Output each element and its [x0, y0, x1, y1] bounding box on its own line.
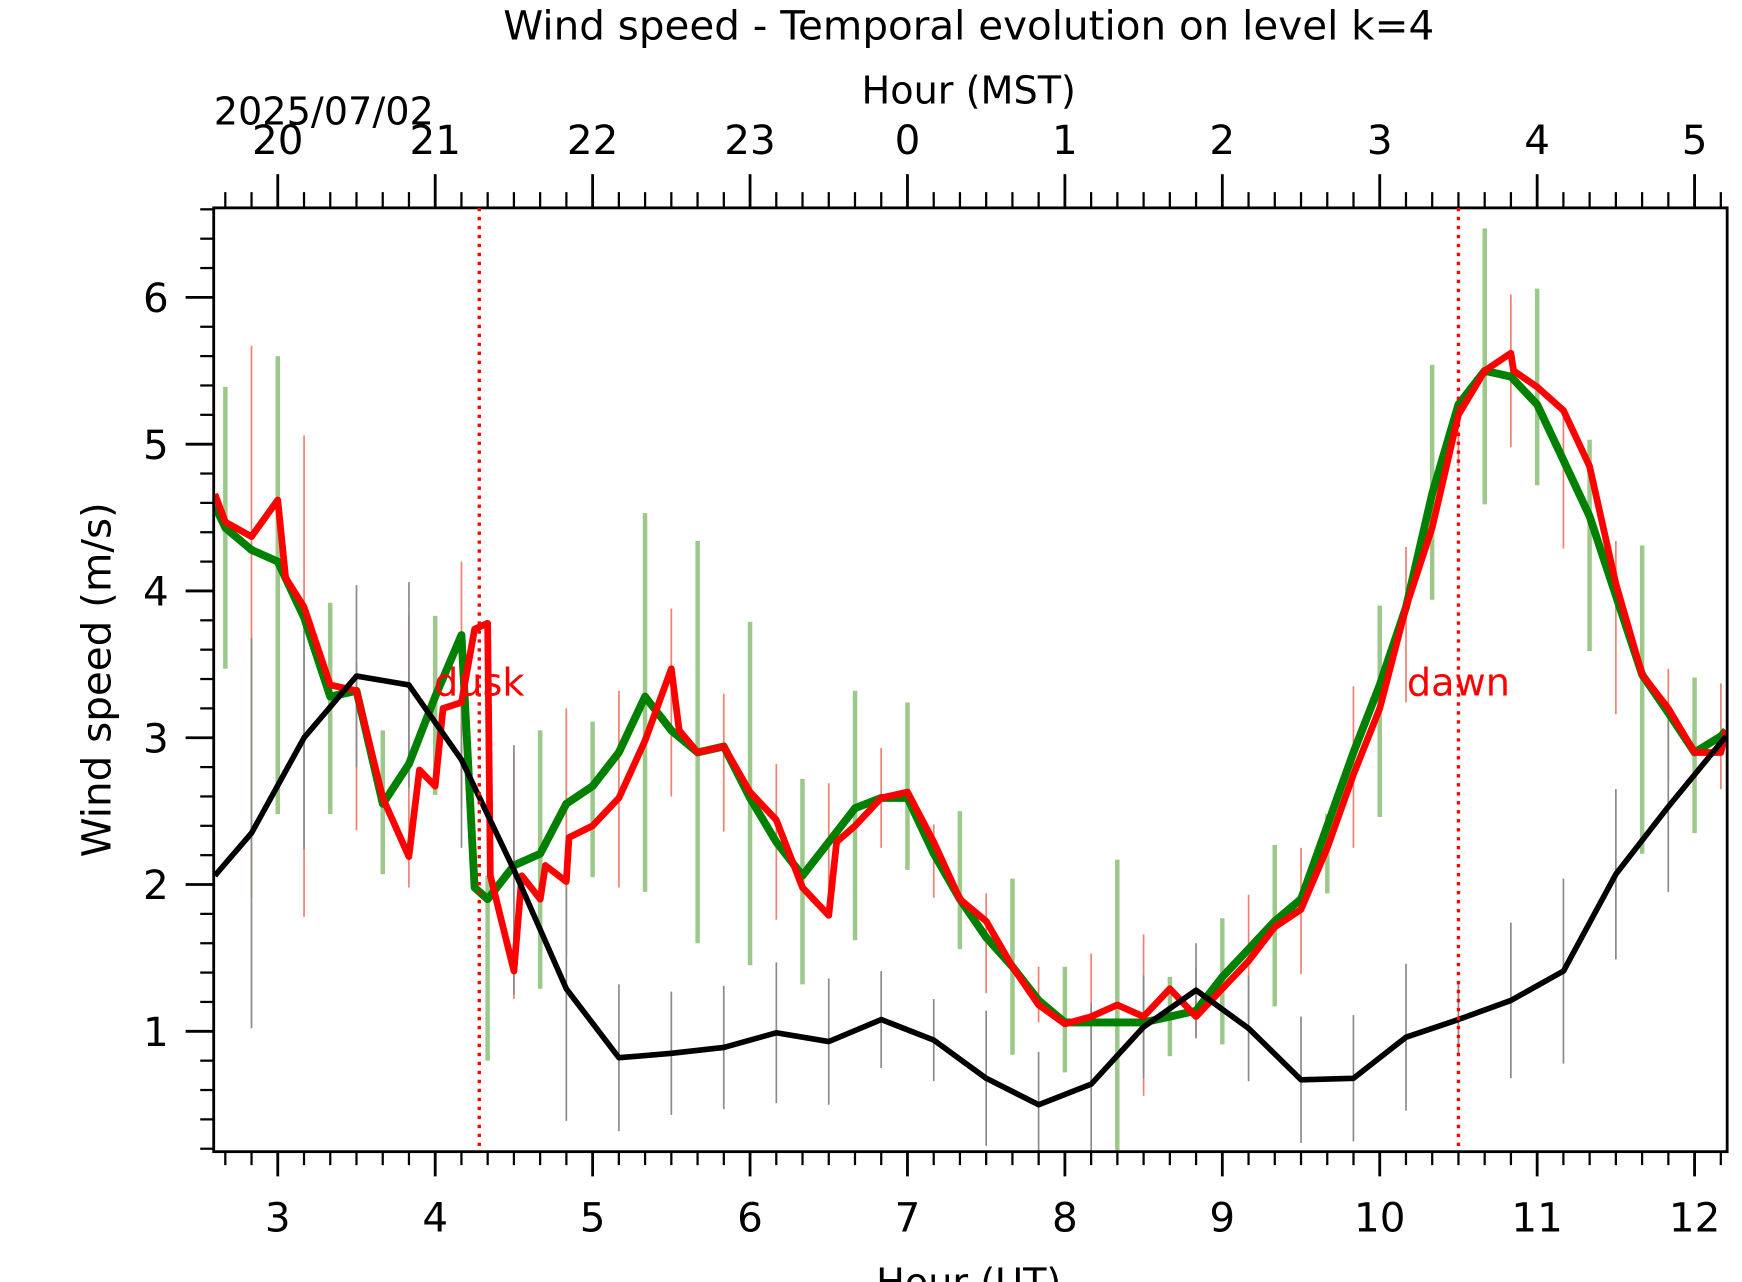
y-axis-label: Wind speed (m/s)	[72, 502, 120, 857]
y-tick-label: 2	[143, 861, 169, 909]
x2-tick-label: 5	[1682, 116, 1708, 164]
x-tick-label: 6	[737, 1193, 763, 1241]
x2-tick-label: 22	[567, 116, 618, 164]
date-label: 2025/07/02	[214, 91, 434, 135]
y-tick-label: 4	[143, 568, 169, 616]
x2-tick-label: 0	[895, 116, 921, 164]
x-axis-label: Hour (UT)	[876, 1261, 1061, 1282]
y-tick-label: 3	[143, 714, 169, 762]
line-series	[213, 673, 1728, 1108]
x-tick-label: 4	[422, 1193, 448, 1241]
x-tick-label: 11	[1511, 1193, 1562, 1241]
x2-axis-label: Hour (MST)	[862, 69, 1076, 113]
x2-tick-label: 4	[1524, 116, 1550, 164]
x-tick-label: 7	[895, 1193, 921, 1241]
x2-tick-label: 1	[1052, 116, 1078, 164]
plot-area	[213, 228, 1728, 1152]
x-tick-label: 5	[580, 1193, 606, 1241]
x-tick-label: 9	[1209, 1193, 1235, 1241]
x2-tick-label: 23	[724, 116, 775, 164]
annotation-text: dawn	[1407, 661, 1510, 705]
y-tick-label: 5	[143, 421, 169, 469]
x2-tick-label: 21	[409, 116, 460, 164]
x-tick-label: 12	[1669, 1193, 1720, 1241]
annotation-text: dusk	[434, 661, 524, 705]
x2-tick-label: 20	[252, 116, 303, 164]
x2-tick-label: 3	[1367, 116, 1393, 164]
x-tick-label: 3	[265, 1193, 291, 1241]
x-tick-label: 8	[1052, 1193, 1078, 1241]
y-tick-label: 1	[143, 1008, 169, 1056]
chart-title: Wind speed - Temporal evolution on level…	[503, 1, 1434, 49]
x2-tick-label: 2	[1209, 116, 1235, 164]
x-tick-label: 10	[1354, 1193, 1405, 1241]
y-tick-label: 6	[143, 274, 169, 322]
